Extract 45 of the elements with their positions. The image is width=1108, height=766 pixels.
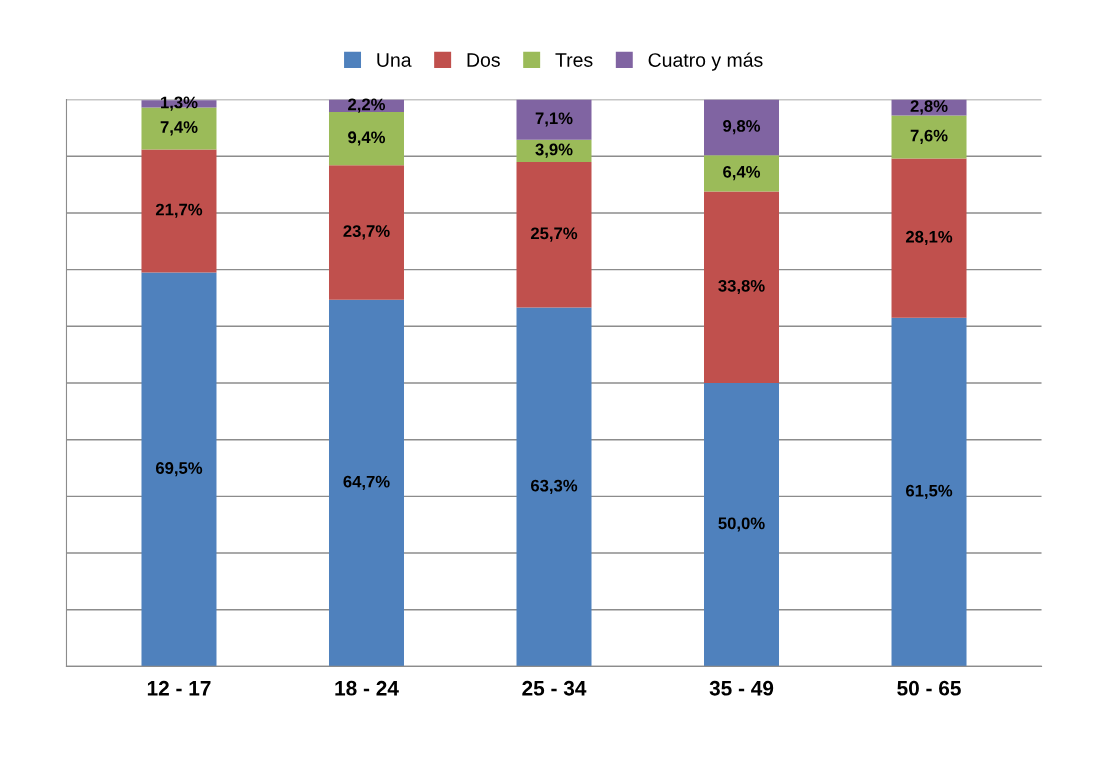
bar <box>704 191 780 383</box>
data-label: 28,1% <box>905 230 953 246</box>
data-label: 9,8% <box>723 120 761 135</box>
legend-label: Tres <box>555 53 593 67</box>
bar <box>704 155 780 192</box>
data-label: 21,7% <box>155 203 203 218</box>
bar <box>516 307 592 667</box>
bar <box>516 161 592 308</box>
bar <box>891 115 967 159</box>
data-label: 1,3% <box>161 96 198 111</box>
bar <box>328 112 404 166</box>
data-label: 9,4% <box>348 131 386 146</box>
bar <box>328 299 404 667</box>
bar <box>704 383 780 667</box>
bar <box>141 149 217 273</box>
bar <box>704 99 780 156</box>
data-label: 69,5% <box>155 462 203 477</box>
bar <box>141 272 217 667</box>
data-label: 50,0% <box>718 517 765 532</box>
legend-label: Dos <box>467 53 500 67</box>
data-label: 7,6% <box>910 129 948 144</box>
bar <box>891 317 967 667</box>
data-label: 7,4% <box>160 121 198 136</box>
data-label: 23,7% <box>343 225 390 240</box>
legend-label: Cuatro y más <box>648 52 763 71</box>
bar <box>516 99 592 140</box>
bar <box>516 139 592 162</box>
data-label: 2,2% <box>348 98 386 113</box>
data-label: 25,7% <box>530 227 578 242</box>
data-label: 6,4% <box>723 165 761 181</box>
data-label: 2,8% <box>910 100 948 115</box>
x-tick-label: 35 - 49 <box>709 680 774 696</box>
bar <box>328 165 404 300</box>
bar <box>891 158 967 318</box>
data-label: 64,7% <box>343 475 390 490</box>
data-label: 7,1% <box>535 112 573 127</box>
x-tick-label: 50 - 65 <box>897 680 961 696</box>
x-tick-label: 18 - 24 <box>335 680 399 696</box>
x-tick-label: 12 - 17 <box>147 680 211 696</box>
data-label: 61,5% <box>906 484 953 500</box>
data-label: 3,9% <box>535 143 573 158</box>
x-tick-label: 25 - 34 <box>522 680 587 696</box>
data-label: 63,3% <box>530 479 578 494</box>
data-label: 33,8% <box>718 279 765 295</box>
legend-label: Una <box>377 53 412 67</box>
